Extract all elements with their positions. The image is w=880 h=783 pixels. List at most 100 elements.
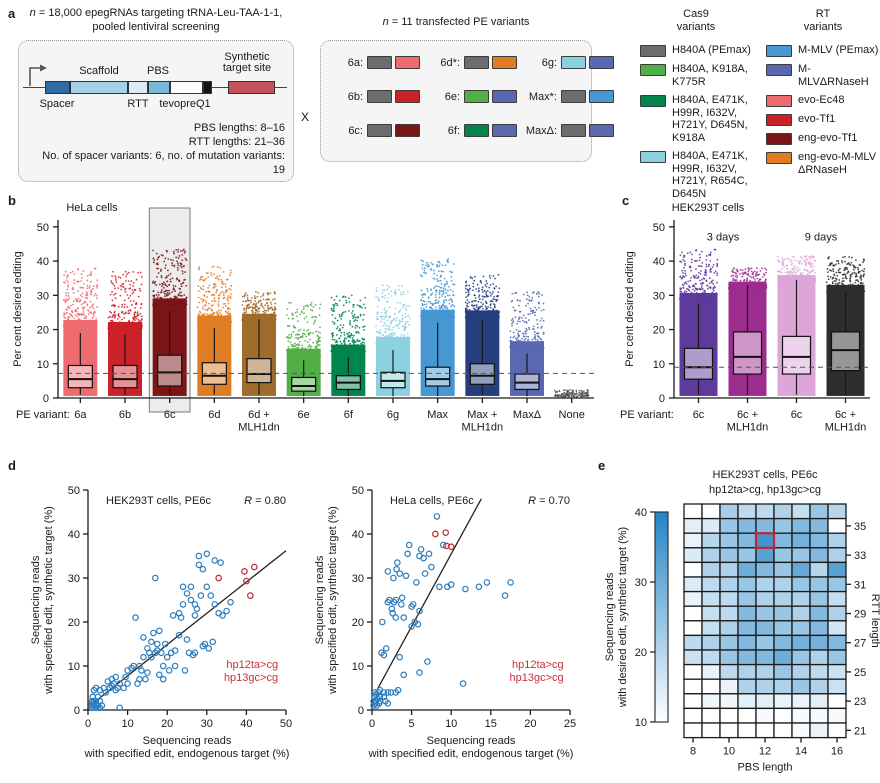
heatmap-cell: [683, 649, 703, 666]
y-tick-label: 50: [37, 222, 49, 234]
y-tick-label: 0: [358, 705, 364, 717]
x-tick-label: 6d: [208, 409, 220, 421]
x-tick-label: 6e: [298, 409, 310, 421]
heatmap-cell: [827, 503, 847, 520]
epegrna-construct-box: Scaffold PBS Synthetic target site Space…: [18, 40, 294, 182]
heatmap-cell: [737, 532, 757, 549]
variant-counts-note: No. of spacer variants: 6, no. of mutati…: [42, 150, 285, 176]
strip-6c+MLH1dn: [727, 267, 768, 396]
heatmap-cell: [827, 576, 847, 593]
pe-variant-entry-Max: Max*:: [517, 90, 614, 103]
strip-None: [553, 389, 590, 398]
x-tick-label: 20: [524, 718, 536, 730]
heatmap-cell: [755, 532, 775, 549]
y-axis-label: Per cent desired editing: [624, 251, 636, 367]
x-tick-label: MaxΔ: [513, 409, 542, 421]
tevopreq1-label: tevopreQ1: [159, 98, 211, 110]
heatmap-cell: [701, 693, 721, 710]
x-tick-label: 6c + MLH1dn: [825, 409, 867, 434]
pe-variant-label: 6e:: [444, 90, 460, 103]
rt-variants-legend: RT variants M-MLV (PEmax) M-MLVΔRNaseH evo…: [766, 8, 880, 176]
chart-title: HeLa cells, PE6c: [390, 495, 474, 507]
heatmap-cell: [737, 590, 757, 607]
rt-legend-item: eng-evo-M-MLV ΔRNaseH: [766, 151, 880, 176]
x-tick-label: 6c: [693, 409, 705, 421]
pbs-rtt-heatmap-chart: HEK293T cells, PE6c hp12ta>cg, hp13gc>cg 3…: [604, 469, 880, 774]
heatmap-cell: [827, 561, 847, 578]
strip-6c: [151, 248, 188, 396]
heatmap-cell: [791, 722, 811, 739]
heatmap-cell: [701, 722, 721, 739]
heatmap-cell: [791, 503, 811, 520]
heatmap-cell: [683, 620, 703, 637]
strip-Max: [419, 258, 456, 397]
heatmap-cell: [737, 547, 757, 564]
y-tick-label: 0: [43, 393, 49, 405]
rt-swatch-darkred: [766, 133, 792, 145]
heatmap-cell: [773, 532, 793, 549]
cas9-chip-grey: [367, 56, 392, 69]
heatmap-cell: [809, 707, 829, 724]
spacer-label: Spacer: [39, 98, 75, 110]
rt-swatch-salmon: [766, 95, 792, 107]
strip-6f: [330, 294, 367, 397]
pe-variants-title-rest: = 11 transfected PE variants: [388, 16, 530, 28]
heatmap-cell: [809, 620, 829, 637]
promoter-arrow-icon: [29, 64, 47, 86]
heatmap-cell: [773, 620, 793, 637]
heatmap-cell: [755, 503, 775, 520]
y-tick-label: 40: [653, 256, 665, 268]
best-cell-highlight: [754, 532, 776, 549]
pbs-tick-label: 16: [831, 746, 843, 758]
rt-swatch-indigo: [766, 64, 792, 76]
heatmap-cell: [755, 707, 775, 724]
colorbar-tick-label: 10: [635, 717, 647, 729]
x-tick-label: 15: [485, 718, 497, 730]
chart-title: HeLa cells: [66, 202, 118, 214]
cas9-chip-grey: [367, 124, 392, 137]
construct-notes: PBS lengths: 8–16 RTT lengths: 21–36 No.…: [27, 121, 285, 177]
heatmap-cell: [737, 576, 757, 593]
heatmap-cell: [809, 590, 829, 607]
chart-title-line2: hp12ta>cg, hp13gc>cg: [709, 484, 821, 496]
heatmap-cell: [683, 547, 703, 564]
heatmap-cell: [683, 634, 703, 651]
heatmap-cell: [701, 663, 721, 680]
screen-title-n: n: [29, 7, 36, 19]
highlighted-data-point: [442, 529, 450, 537]
heatmap-cell: [719, 547, 739, 564]
y-tick-label: 10: [352, 661, 364, 673]
heatmap-cell: [827, 678, 847, 695]
group-label: 3 days: [707, 232, 740, 244]
rtt-tick-label: 23: [854, 696, 866, 708]
colorbar: [654, 511, 669, 723]
pbs-axis-label: PBS length: [737, 762, 792, 774]
block-pbs: [148, 81, 170, 94]
x-axis-label: Sequencing reads with specified edit, end…: [84, 735, 290, 760]
y-tick-label: 40: [352, 529, 364, 541]
y-tick-label: 50: [653, 222, 665, 234]
panel-letter-a: a: [8, 6, 16, 21]
strip-Max+MLH1dn: [464, 273, 501, 396]
fit-line: [89, 550, 287, 707]
heatmap-cell: [719, 590, 739, 607]
y-tick-label: 50: [68, 485, 80, 497]
heatmap-cell: [719, 649, 739, 666]
hek293t-box-jitter-chart: 0 10 20 30 40 50 6c 6c + MLH1dn 6c 6c + MLH1dn PE va…: [620, 202, 870, 434]
heatmap-cell: [737, 620, 757, 637]
rt-swatch-red: [766, 114, 792, 126]
y-tick-label: 20: [37, 325, 49, 337]
heatmap-cell: [683, 722, 703, 739]
heatmap-cell: [809, 605, 829, 622]
pe-variant-label: 6c:: [348, 124, 363, 137]
heatmap-cell: [719, 620, 739, 637]
heatmap-cell: [773, 503, 793, 520]
heatmap-cell: [737, 503, 757, 520]
x-tick-label: 6d + MLH1dn: [238, 409, 280, 434]
heatmap-cell: [791, 649, 811, 666]
rt-legend-label: M-MLVΔRNaseH: [798, 63, 869, 88]
heatmap-cell: [827, 590, 847, 607]
strip-MaxΔ: [509, 291, 545, 397]
x-tick-label: 25: [564, 718, 576, 730]
rt-chip-orange: [492, 56, 517, 69]
